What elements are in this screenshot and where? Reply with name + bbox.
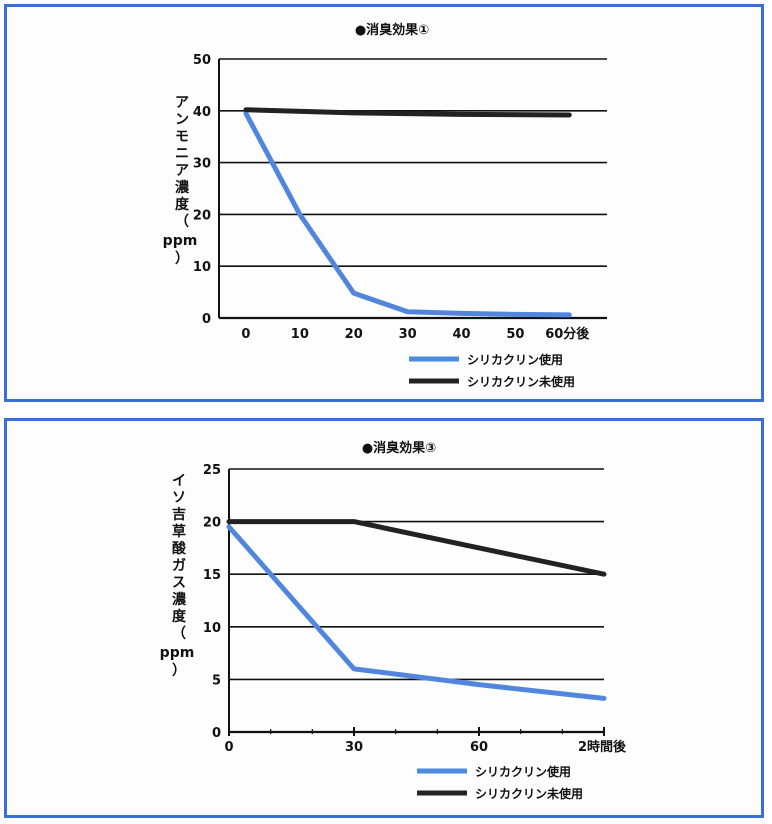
- y-axis-label-unit: ppm: [163, 233, 198, 249]
- x-tick-label: 30: [399, 327, 417, 342]
- x-tick-label: 60分後: [545, 326, 590, 342]
- y-tick-label: 20: [203, 516, 221, 531]
- chart-title: ●消臭効果①: [355, 22, 429, 38]
- y-tick-label: 10: [193, 260, 211, 275]
- x-tick-label: 30: [345, 740, 363, 755]
- y-tick-label: 30: [193, 157, 211, 172]
- chart-panel-2: ●消臭効果③ 0 5 10 15 20 25 0 30 60 2時間後 イソ吉草酸ガス濃度（ ppm ） シ…: [4, 418, 764, 818]
- y-tick-label: 50: [193, 53, 211, 68]
- x-tick-label: 10: [291, 327, 309, 342]
- y-axis-label-char: （: [172, 626, 186, 642]
- y-tick-label: 0: [212, 726, 221, 741]
- y-axis-label-unit: ppm: [160, 645, 195, 661]
- y-axis-label-char: 度: [175, 196, 190, 213]
- y-axis-label-char: ア: [175, 163, 189, 179]
- y-axis-label-char: 草: [172, 523, 186, 540]
- y-tick-label: 5: [212, 673, 221, 688]
- y-axis-label-char: 度: [172, 608, 187, 625]
- y-axis-label-char: ニ: [175, 146, 189, 162]
- y-axis-label-char: モ: [175, 129, 189, 145]
- series-line-edge-0: [245, 113, 570, 316]
- y-axis-label-char: （: [175, 214, 189, 230]
- x-tick-label: 50: [506, 327, 524, 342]
- y-axis-label-char: 酸: [172, 540, 187, 557]
- y-axis-label-close: ）: [175, 251, 189, 267]
- y-axis-label-close: ）: [172, 663, 186, 679]
- y-axis-label-char: ン: [175, 112, 189, 128]
- y-tick-label: 10: [203, 621, 221, 636]
- y-axis-label-char: 濃: [172, 591, 187, 608]
- y-tick-label: 15: [203, 568, 221, 583]
- y-tick-label: 40: [193, 105, 211, 120]
- series-line-1: [226, 519, 607, 577]
- y-tick-label: 0: [202, 312, 211, 327]
- legend-label-0: シリカクリン使用: [475, 764, 571, 779]
- x-tick-label: 40: [452, 327, 470, 342]
- x-tick-label: 0: [224, 740, 233, 755]
- series-line-1: [243, 107, 572, 118]
- y-tick-label: 20: [193, 208, 211, 223]
- y-axis-label-char: 吉: [172, 506, 186, 523]
- y-axis-label-char: 濃: [175, 179, 190, 196]
- y-axis-label-char: ガ: [172, 558, 186, 574]
- x-tick-label: 2時間後: [578, 739, 627, 755]
- x-tick-label: 60: [470, 740, 488, 755]
- y-axis-label-char: ソ: [172, 490, 186, 506]
- legend-label-1: シリカクリン未使用: [475, 786, 583, 801]
- x-tick-label: 20: [345, 327, 363, 342]
- legend-label-0: シリカクリン使用: [467, 352, 563, 367]
- chart-title: ●消臭効果③: [362, 440, 436, 456]
- y-axis-label-char: ア: [175, 95, 189, 111]
- legend-label-1: シリカクリン未使用: [467, 374, 575, 389]
- chart-panel-1: ●消臭効果① 0 10 20 30 40 50 0 10 20 30 40 50 60分後アンモニア濃度（…: [4, 4, 764, 402]
- series-line-0: [226, 524, 607, 701]
- y-axis-label-char: イ: [172, 473, 186, 489]
- y-axis-label-char: ス: [172, 575, 186, 591]
- y-tick-label: 25: [203, 463, 221, 478]
- series-line-edge-0: [228, 526, 605, 699]
- x-tick-label: 0: [241, 327, 250, 342]
